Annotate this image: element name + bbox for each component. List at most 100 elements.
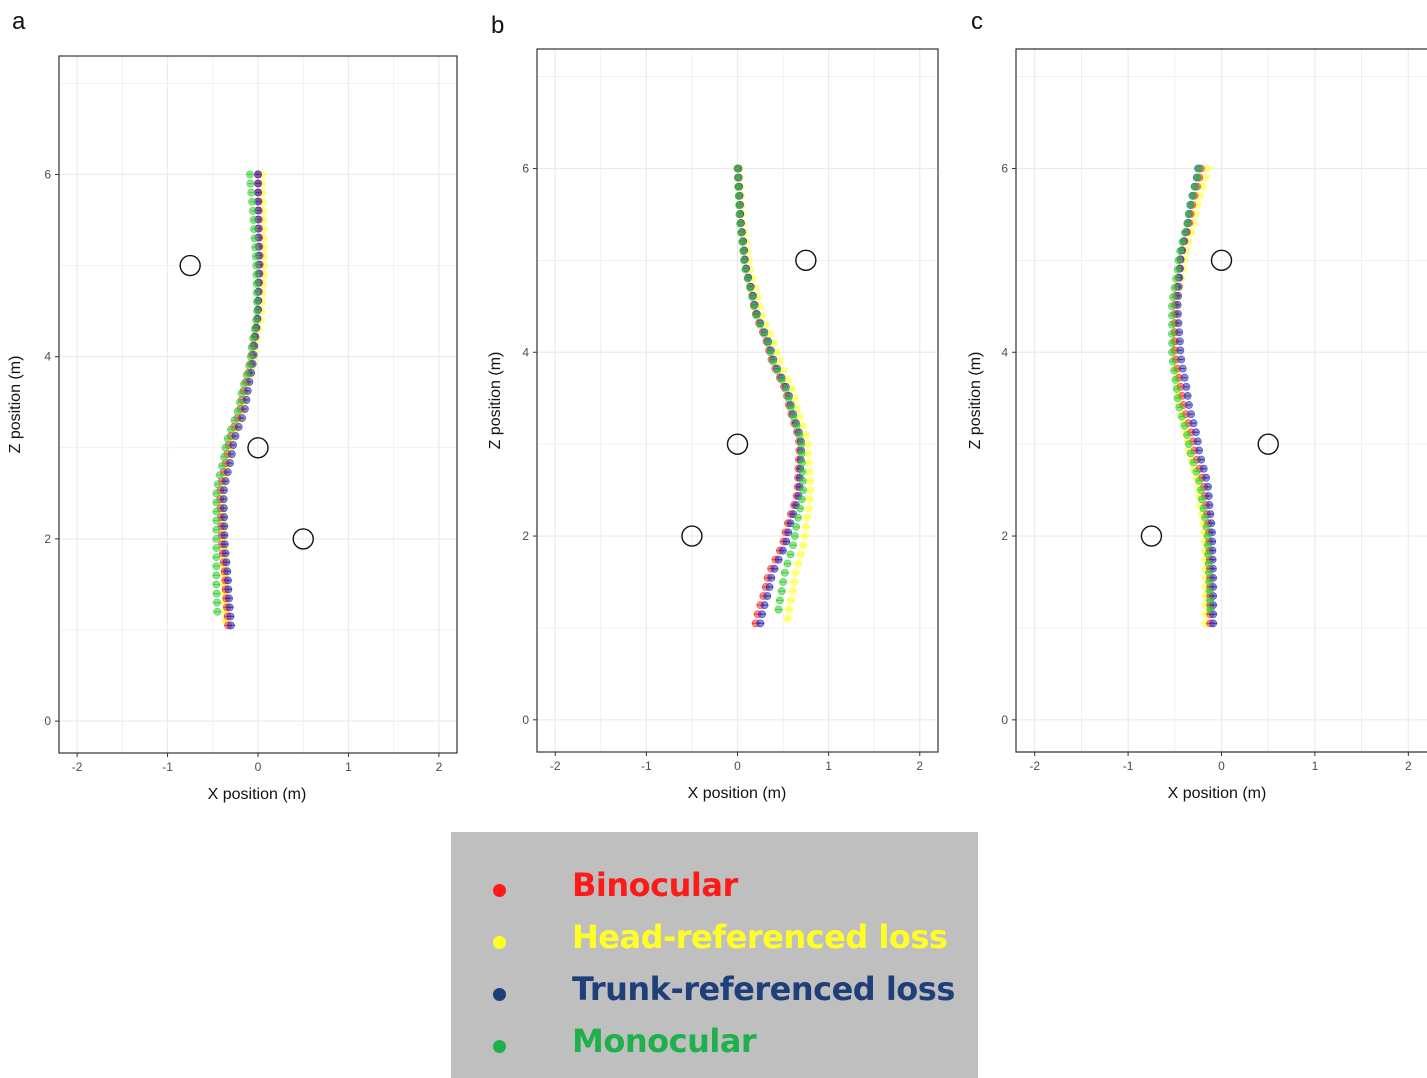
data-point: [1193, 173, 1202, 182]
data-point: [224, 576, 232, 585]
data-point: [1176, 346, 1185, 355]
data-point: [1168, 357, 1177, 366]
data-point: [212, 562, 221, 571]
data-point: [249, 206, 257, 215]
series-monocular: [733, 164, 808, 614]
data-point: [1177, 355, 1186, 364]
obstacle-marker: [179, 254, 201, 277]
data-point: [1171, 375, 1180, 384]
data-point: [1203, 164, 1212, 173]
data-point: [786, 519, 795, 528]
legend-dot-trunk-referenced-loss: [493, 988, 506, 1001]
data-point: [1170, 366, 1179, 375]
data-point: [221, 477, 230, 486]
data-point: [775, 596, 784, 605]
data-point: [1205, 568, 1213, 577]
data-point: [1180, 373, 1189, 382]
obstacle-marker: [726, 433, 749, 455]
data-point: [774, 555, 783, 564]
data-point: [763, 339, 772, 347]
data-point: [760, 601, 769, 610]
data-point: [733, 164, 742, 173]
data-point: [736, 219, 744, 228]
data-point: [806, 486, 815, 494]
data-point: [246, 352, 255, 361]
x-tick-label: 0: [255, 760, 262, 774]
data-point: [219, 495, 228, 504]
data-point: [236, 398, 244, 407]
data-point: [735, 210, 744, 219]
data-point: [1197, 455, 1206, 464]
data-point: [804, 504, 813, 513]
x-axis-label: X position (m): [1168, 785, 1267, 802]
data-point: [250, 325, 259, 334]
data-point: [212, 534, 221, 543]
data-point: [792, 421, 801, 430]
data-point: [756, 320, 764, 329]
data-point: [246, 179, 255, 188]
x-tick-label: 2: [436, 760, 443, 774]
data-point: [226, 621, 235, 630]
data-point: [226, 459, 234, 467]
data-point: [1205, 501, 1214, 509]
data-point: [1175, 328, 1184, 337]
data-point: [786, 550, 795, 559]
data-point: [785, 605, 793, 614]
data-point: [803, 513, 811, 522]
data-point: [212, 553, 221, 562]
panel-letter-a: a: [12, 8, 26, 35]
y-tick-label: 4: [44, 350, 51, 364]
x-tick-label: 2: [916, 759, 923, 773]
data-point: [213, 480, 222, 489]
data-point: [254, 179, 262, 188]
data-point: [1189, 458, 1198, 467]
y-tick-label: 6: [44, 167, 51, 181]
data-point: [234, 423, 243, 431]
y-tick-label: 6: [1001, 161, 1008, 175]
data-point: [765, 583, 774, 591]
data-point: [1186, 449, 1195, 458]
data-point: [1185, 401, 1193, 409]
data-point: [801, 532, 809, 540]
data-point: [1195, 477, 1204, 485]
data-point: [779, 578, 787, 586]
data-point: [253, 298, 261, 306]
data-point: [799, 541, 808, 550]
data-point: [792, 522, 801, 531]
x-axis-label: X position (m): [208, 786, 307, 803]
data-point: [1204, 559, 1213, 568]
data-point: [783, 614, 792, 623]
data-point: [733, 173, 742, 182]
data-point: [254, 188, 262, 197]
data-point: [804, 458, 813, 467]
data-point: [245, 170, 254, 179]
data-point: [1174, 256, 1183, 265]
data-point: [788, 587, 797, 596]
data-point: [252, 279, 261, 288]
data-point: [805, 495, 814, 504]
data-point: [1193, 437, 1202, 446]
series-monocular: [1168, 164, 1215, 614]
data-point: [1203, 541, 1212, 550]
data-point: [1172, 274, 1180, 283]
data-point: [1198, 495, 1206, 504]
x-axis-label: X position (m): [688, 785, 787, 802]
data-point: [230, 416, 239, 425]
panel-letter-b: b: [491, 12, 505, 39]
data-point: [799, 486, 808, 494]
data-point: [226, 612, 235, 621]
data-point: [746, 284, 755, 292]
data-point: [252, 270, 261, 279]
data-point: [804, 449, 812, 458]
data-point: [249, 334, 258, 343]
data-point: [226, 425, 235, 434]
data-point: [743, 274, 752, 283]
data-point: [796, 504, 804, 513]
data-point: [794, 513, 802, 522]
data-point: [218, 462, 226, 470]
data-point: [227, 450, 236, 458]
data-point: [1199, 504, 1208, 513]
data-point: [1202, 473, 1211, 482]
data-point: [1172, 385, 1181, 393]
data-point: [763, 592, 772, 600]
